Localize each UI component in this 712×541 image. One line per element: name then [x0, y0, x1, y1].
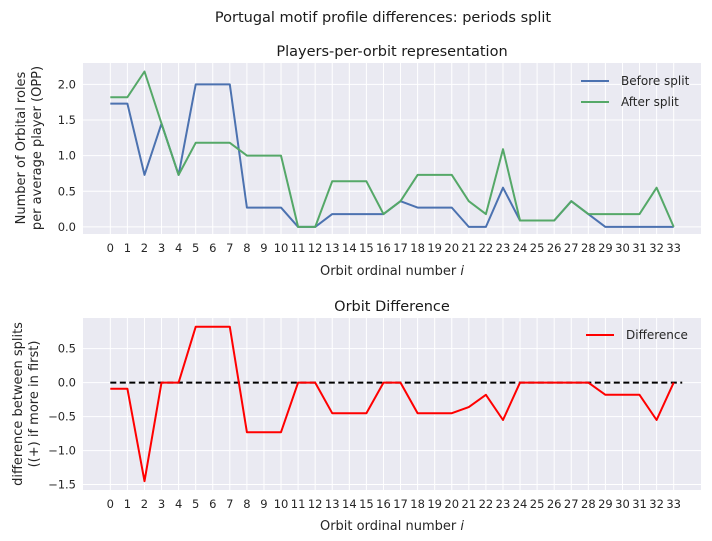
- x-tick-label: 2: [141, 241, 148, 255]
- x-tick-label: 7: [226, 497, 233, 511]
- y-tick-label: 0.0: [58, 376, 76, 390]
- x-tick-label: 26: [547, 241, 562, 255]
- x-tick-label: 16: [376, 241, 391, 255]
- x-tick-label: 28: [581, 497, 596, 511]
- x-tick-label: 0: [107, 241, 114, 255]
- x-tick-label: 29: [598, 497, 613, 511]
- y-axis-label: difference between splits: [11, 322, 26, 486]
- x-tick-label: 6: [209, 241, 216, 255]
- y-tick-label: 0.0: [58, 220, 76, 234]
- x-tick-label: 30: [615, 497, 630, 511]
- x-tick-label: 22: [479, 497, 494, 511]
- x-tick-label: 11: [291, 497, 306, 511]
- x-tick-label: 25: [530, 497, 545, 511]
- x-tick-label: 12: [308, 497, 323, 511]
- x-tick-label: 17: [393, 241, 408, 255]
- y-tick-label: −1.0: [48, 444, 76, 458]
- x-tick-label: 24: [513, 241, 528, 255]
- x-tick-label: 24: [513, 497, 528, 511]
- y-tick-label: 1.5: [58, 113, 76, 127]
- x-tick-label: 8: [243, 241, 250, 255]
- legend-label: After split: [621, 95, 679, 109]
- plot-background: [83, 63, 701, 234]
- x-tick-label: 3: [158, 497, 165, 511]
- x-tick-label: 18: [410, 241, 425, 255]
- y-tick-label: 1.0: [58, 149, 76, 163]
- x-tick-label: 13: [325, 241, 340, 255]
- x-tick-label: 7: [226, 241, 233, 255]
- x-tick-label: 20: [444, 497, 459, 511]
- x-tick-label: 23: [496, 241, 511, 255]
- x-tick-label: 29: [598, 241, 613, 255]
- x-tick-label: 11: [291, 241, 306, 255]
- x-tick-label: 2: [141, 497, 148, 511]
- x-tick-label: 0: [107, 497, 114, 511]
- x-tick-label: 10: [274, 497, 289, 511]
- x-tick-label: 10: [274, 241, 289, 255]
- chart-top-players-per-orbit: 0 1 2 3 4 5 6 7 8 9 10 11 12 13 14 15 16 17 18 19 20 21 22 23 24…: [14, 44, 701, 279]
- x-tick-label: 27: [564, 497, 579, 511]
- y-tick-label: −0.5: [48, 410, 76, 424]
- x-tick-label: 21: [462, 241, 477, 255]
- chart-bottom-orbit-difference: 0 1 2 3 4 5 6 7 8 9 10 11 12 13 14 15 16 17 18 19 20 21 22 23 24…: [11, 299, 701, 534]
- x-tick-label: 33: [666, 497, 681, 511]
- x-tick-label: 14: [342, 241, 357, 255]
- x-tick-label: 4: [175, 241, 182, 255]
- x-tick-label: 9: [260, 241, 267, 255]
- legend-label: Before split: [621, 74, 690, 88]
- legend: Difference: [586, 328, 688, 342]
- x-tick-label: 1: [124, 497, 131, 511]
- x-tick-label: 18: [410, 497, 425, 511]
- x-tick-label: 15: [359, 497, 374, 511]
- series-line-difference: [110, 325, 675, 483]
- x-tick-label: 31: [632, 497, 647, 511]
- x-tick-label: 14: [342, 497, 357, 511]
- x-tick-label: 15: [359, 241, 374, 255]
- x-tick-label: 3: [158, 241, 165, 255]
- y-tick-label: 0.5: [58, 342, 76, 356]
- x-tick-label: 17: [393, 497, 408, 511]
- x-tick-label: 28: [581, 241, 596, 255]
- x-tick-label: 32: [649, 497, 664, 511]
- series-line-after-split: [110, 70, 675, 228]
- x-tick-label: 9: [260, 497, 267, 511]
- x-tick-label: 6: [209, 497, 216, 511]
- x-tick-label: 1: [124, 241, 131, 255]
- figure-suptitle: Portugal motif profile differences: peri…: [215, 10, 552, 26]
- legend-label: Difference: [626, 328, 688, 342]
- x-tick-label: 25: [530, 241, 545, 255]
- x-tick-label: 31: [632, 241, 647, 255]
- x-tick-label: 21: [462, 497, 477, 511]
- x-tick-label: 16: [376, 497, 391, 511]
- chart-title: Players-per-orbit representation: [276, 44, 507, 60]
- plot-background: [83, 318, 701, 490]
- x-tick-label: 4: [175, 497, 182, 511]
- x-tick-label: 26: [547, 497, 562, 511]
- x-tick-label: 20: [444, 241, 459, 255]
- x-tick-label: 13: [325, 497, 340, 511]
- x-tick-label: 5: [192, 497, 199, 511]
- y-axis-label: ((+) if more in first): [27, 341, 42, 468]
- x-tick-label: 12: [308, 241, 323, 255]
- x-tick-label: 22: [479, 241, 494, 255]
- chart-title: Orbit Difference: [334, 299, 450, 315]
- y-tick-label: 0.5: [58, 184, 76, 198]
- y-tick-label: −1.5: [48, 478, 76, 492]
- y-axis-label: Number of Orbital roles: [14, 71, 29, 224]
- x-tick-label: 32: [649, 241, 664, 255]
- x-tick-label: 19: [427, 241, 442, 255]
- legend: Before split After split: [581, 74, 690, 109]
- x-tick-label: 23: [496, 497, 511, 511]
- x-tick-label: 8: [243, 497, 250, 511]
- x-tick-label: 27: [564, 241, 579, 255]
- x-tick-label: 33: [666, 241, 681, 255]
- x-axis-label: Orbit ordinal number i: [320, 264, 464, 279]
- x-tick-label: 30: [615, 241, 630, 255]
- y-axis-label: per average player (OPP): [30, 66, 45, 230]
- x-axis-label: Orbit ordinal number i: [320, 519, 464, 534]
- y-tick-label: 2.0: [58, 77, 76, 91]
- x-tick-label: 19: [427, 497, 442, 511]
- x-tick-label: 5: [192, 241, 199, 255]
